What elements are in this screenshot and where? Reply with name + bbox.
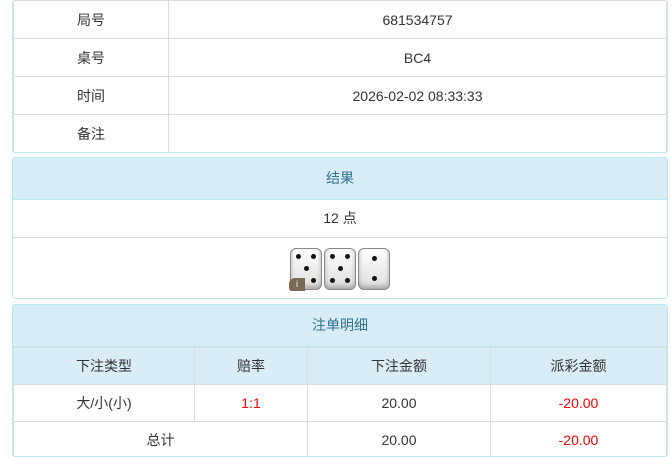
label: 局号: [13, 0, 169, 39]
col-payout: 派彩金额: [490, 347, 667, 385]
result-points: 12 点: [13, 200, 667, 238]
total-row: 总计 20.00 -20.00: [13, 421, 667, 456]
col-amount: 下注金额: [307, 347, 491, 385]
die-5: i: [289, 247, 322, 291]
bet-panel: 注单明细 下注类型 赔率 下注金额 派彩金额 大/小(小) 1:1 20.00 …: [12, 304, 668, 457]
info-row-table: 桌号 BC4: [13, 38, 667, 77]
pip: [337, 266, 343, 271]
total-label: 总计: [13, 421, 308, 456]
info-row-time: 时间 2026-02-02 08:33:33: [13, 76, 667, 115]
die-5: [324, 247, 356, 290]
bet-title: 注单明细: [13, 305, 667, 347]
die-2: [358, 247, 390, 290]
value: 681534757: [168, 0, 667, 39]
label: 备注: [13, 114, 169, 152]
pip: [311, 278, 316, 283]
table-row: 大/小(小) 1:1 20.00 -20.00: [13, 384, 667, 422]
label: 桌号: [13, 38, 169, 77]
odds: 1:1: [194, 384, 308, 422]
info-table: 局号 681534757 桌号 BC4 时间 2026-02-02 08:33:33 …: [12, 0, 668, 153]
value: BC4: [168, 38, 667, 77]
info-row-round: 局号 681534757: [13, 0, 667, 39]
info-row-remark: 备注: [13, 114, 667, 152]
pip: [311, 254, 316, 259]
info-icon[interactable]: i: [289, 277, 305, 291]
pip: [296, 254, 301, 259]
dice-row: i: [13, 238, 667, 298]
bet-type: 大/小(小): [13, 384, 195, 422]
pip: [345, 254, 350, 259]
value: 2026-02-02 08:33:33: [168, 76, 667, 115]
pip: [371, 256, 377, 261]
total-amount: 20.00: [307, 421, 491, 456]
pip: [345, 278, 350, 283]
pip: [330, 254, 335, 259]
pip: [303, 266, 309, 271]
result-title: 结果: [13, 158, 667, 200]
label: 时间: [13, 76, 169, 115]
total-payout: -20.00: [490, 421, 667, 456]
col-bet-type: 下注类型: [13, 347, 195, 385]
col-odds: 赔率: [194, 347, 308, 385]
result-panel: 结果 12 点 i: [12, 157, 668, 299]
payout: -20.00: [490, 384, 667, 422]
pip: [330, 278, 335, 283]
value: [168, 114, 667, 152]
amount: 20.00: [307, 384, 491, 422]
pip: [371, 276, 377, 281]
